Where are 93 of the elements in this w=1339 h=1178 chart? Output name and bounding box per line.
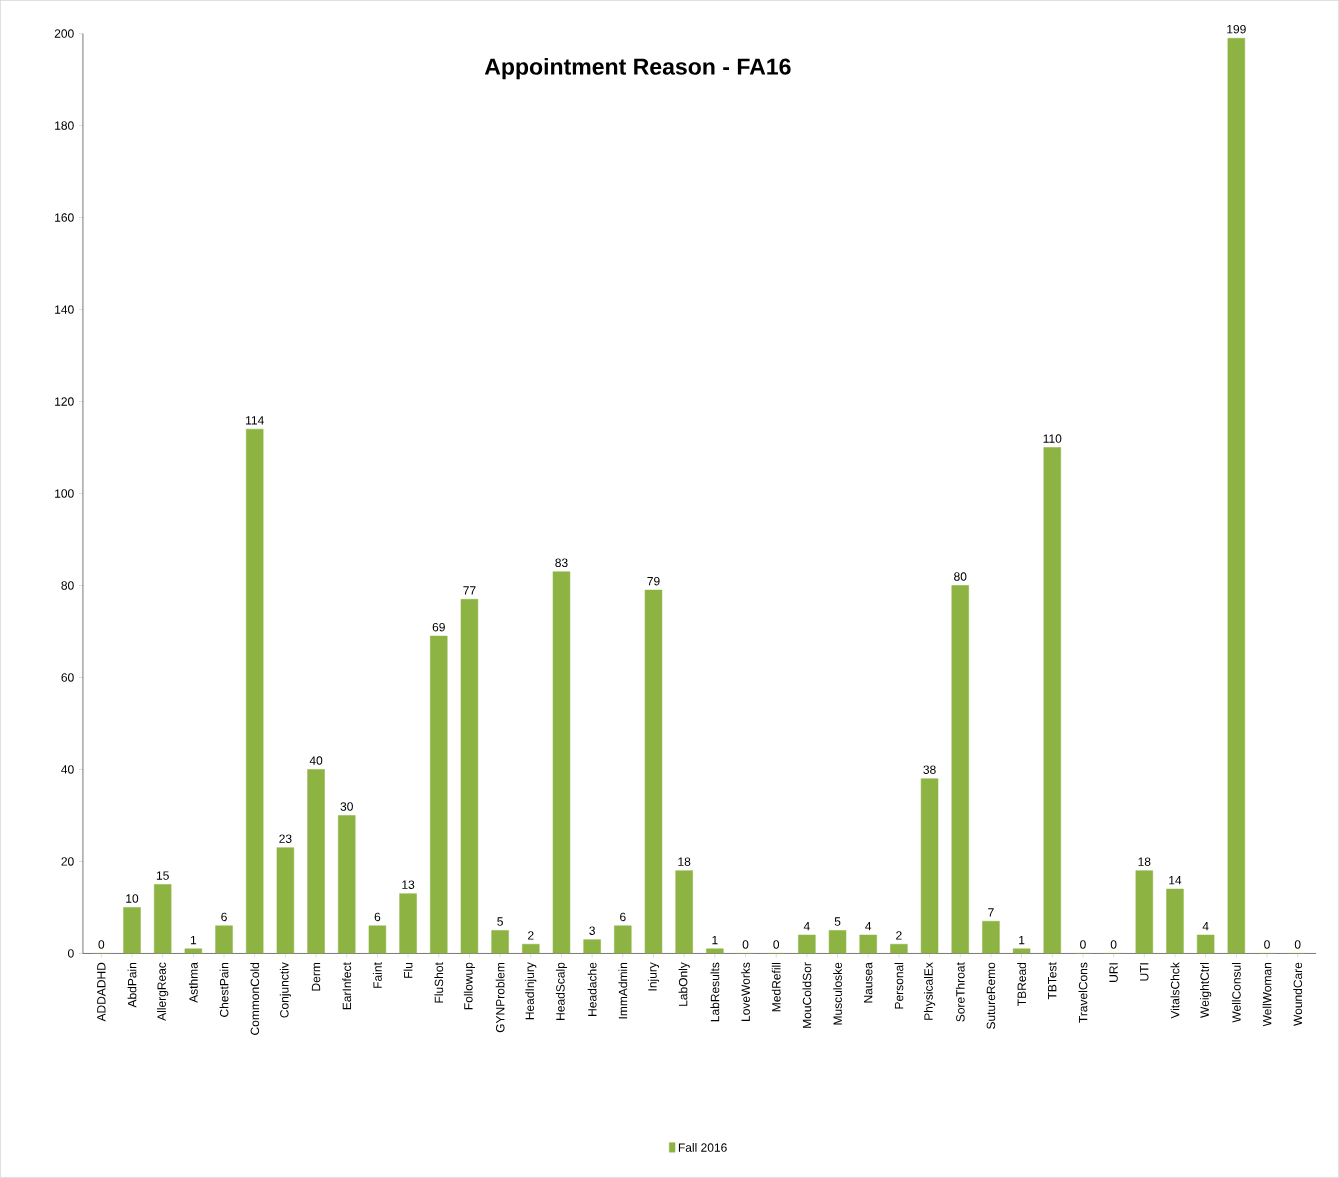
x-tick-label: TravelCons (1078, 962, 1088, 1023)
x-tick-label: UTI (1140, 963, 1149, 981)
x-tick-label: LoveWorks (741, 962, 750, 1022)
x-tick-label: AllergReac (157, 962, 169, 1021)
x-tick-label: MedRefill (771, 963, 781, 1012)
data-label: 1 (190, 936, 197, 945)
x-tick-label: LabResults (710, 962, 720, 1022)
x-tick-label: TBRead (1017, 963, 1027, 1007)
data-label: 77 (463, 586, 476, 595)
y-tick-label: 0 (68, 949, 74, 958)
data-label: 3 (589, 926, 595, 936)
data-label: 38 (923, 765, 936, 775)
y-tick-label: 40 (61, 765, 74, 774)
x-tick-label: EarInfect (342, 962, 352, 1010)
x-tick-label: Nausea (864, 962, 873, 1003)
data-label: 0 (1294, 940, 1301, 949)
x-tick-label: AbdPain (127, 963, 137, 1008)
x-tick-label: HeadInjury (525, 962, 537, 1020)
y-tick-label: 20 (61, 857, 74, 866)
legend-label: Fall 2016 (678, 1143, 727, 1152)
x-tick-label: CommonCold (250, 963, 260, 1036)
x-tick-label: Conjunctiv (279, 962, 291, 1018)
data-label: 110 (1043, 434, 1062, 443)
x-tick-label: Asthma (188, 962, 198, 1003)
x-tick-label: PhysicalEx (923, 962, 936, 1021)
data-label: 80 (954, 572, 967, 581)
y-tick-label: 160 (55, 213, 74, 222)
data-label: 18 (678, 857, 691, 867)
x-tick-label: URI (1109, 963, 1118, 983)
x-tick-label: TBTest (1048, 962, 1057, 1000)
x-tick-label: Injury (647, 962, 660, 991)
data-label: 40 (309, 756, 323, 765)
y-tick-label: 60 (61, 673, 74, 682)
data-label: 18 (1138, 857, 1151, 867)
data-label: 2 (896, 931, 902, 940)
data-label: 7 (988, 908, 994, 917)
data-label: 2 (528, 931, 534, 940)
x-tick-label: ChestPain (219, 963, 229, 1018)
x-tick-label: WellConsul (1231, 963, 1241, 1023)
x-tick-label: Flu (403, 963, 413, 979)
x-tick-label: GYNProblem (495, 963, 505, 1033)
data-label: 0 (1080, 940, 1086, 949)
x-tick-label: MouColdSor (802, 962, 812, 1029)
x-tick-label: SutureRemo (986, 962, 996, 1030)
x-tick-label: WeightCtrl (1200, 963, 1212, 1019)
data-label: 114 (246, 416, 264, 425)
data-label: 0 (1264, 940, 1270, 949)
data-label: 15 (156, 871, 169, 880)
data-label: 69 (432, 623, 445, 632)
y-tick-label: 100 (55, 489, 74, 498)
data-label: 0 (98, 940, 105, 949)
data-label: 0 (773, 940, 780, 949)
x-tick-label: SoreThroat (955, 962, 965, 1022)
x-tick-label: Derm (311, 963, 321, 991)
x-tick-label: HeadScalp (555, 962, 568, 1021)
x-tick-label: WoundCare (1293, 962, 1303, 1027)
x-tick-label: Personal (894, 963, 904, 1009)
x-tick-label: WellWoman (1262, 963, 1272, 1027)
y-tick-label: 180 (55, 121, 74, 130)
data-label: 13 (402, 880, 415, 890)
data-label: 4 (803, 922, 810, 931)
data-label: 4 (865, 922, 872, 931)
data-label: 6 (374, 912, 381, 922)
x-tick-label: Followup (463, 962, 476, 1010)
data-label: 10 (126, 894, 139, 903)
data-label: 83 (555, 558, 568, 568)
data-label: 23 (279, 834, 292, 844)
data-label: 14 (1169, 876, 1182, 885)
data-label: 5 (497, 917, 503, 926)
x-tick-label: ADDADHD (97, 962, 106, 1022)
data-label: 6 (221, 912, 227, 922)
y-tick-label: 120 (55, 397, 74, 406)
x-tick-label: LabOnly (678, 962, 690, 1007)
data-label: 4 (1202, 922, 1209, 931)
text: Appointment Reason - FA16 (484, 58, 791, 80)
y-tick-label: 200 (54, 29, 74, 38)
data-label: 30 (340, 802, 353, 811)
data-label: 1 (1019, 936, 1025, 945)
x-tick-label: ImmAdmin (618, 963, 628, 1019)
data-label: 1 (712, 936, 718, 945)
data-label: 6 (620, 912, 626, 922)
x-tick-label: VitalsChck (1170, 962, 1180, 1019)
y-tick-label: 140 (55, 305, 74, 314)
data-label: 199 (1227, 25, 1246, 34)
x-tick-label: Musculoske (833, 962, 842, 1025)
data-label: 79 (647, 577, 660, 586)
x-tick-label: Headache (587, 962, 597, 1017)
y-tick-label: 80 (61, 581, 74, 590)
x-tick-label: Faint (373, 962, 382, 989)
x-tick-label: FluShot (434, 962, 444, 1003)
data-label: 0 (1110, 940, 1117, 949)
data-label: 0 (742, 940, 749, 949)
data-label: 5 (834, 917, 841, 926)
